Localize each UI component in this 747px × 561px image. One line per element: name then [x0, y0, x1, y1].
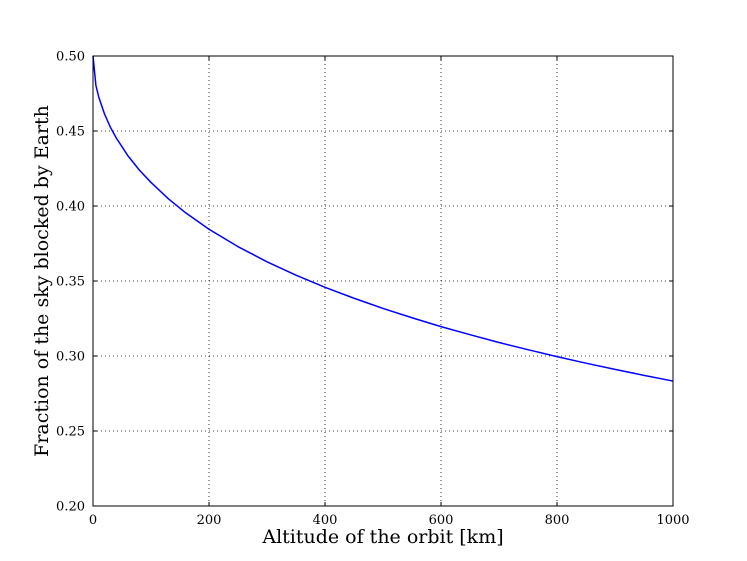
- x-tick-label: 400: [313, 513, 338, 528]
- y-tick-label: 0.40: [56, 200, 85, 215]
- y-tick-label: 0.25: [56, 425, 85, 440]
- y-tick-label: 0.45: [56, 125, 85, 140]
- y-tick-label: 0.50: [56, 50, 85, 65]
- x-tick-label: 1000: [656, 513, 689, 528]
- x-tick-label: 800: [545, 513, 570, 528]
- series-line: [92, 55, 674, 382]
- x-tick-label: 600: [429, 513, 454, 528]
- series-layer: [92, 55, 674, 382]
- y-tick-label: 0.35: [56, 275, 85, 290]
- axis-ticks: 0 200 400 600 800 1000 0.20 0.25 0.30 0.35 0.40 0.4…: [56, 50, 690, 529]
- y-axis-title: Fraction of the sky blocked by Earth: [31, 105, 53, 457]
- x-tick-label: 0: [89, 513, 97, 528]
- x-tick-label: 200: [197, 513, 222, 528]
- x-axis-title: Altitude of the orbit [km]: [261, 526, 503, 548]
- y-tick-label: 0.30: [56, 350, 85, 365]
- y-tick-label: 0.20: [56, 500, 85, 515]
